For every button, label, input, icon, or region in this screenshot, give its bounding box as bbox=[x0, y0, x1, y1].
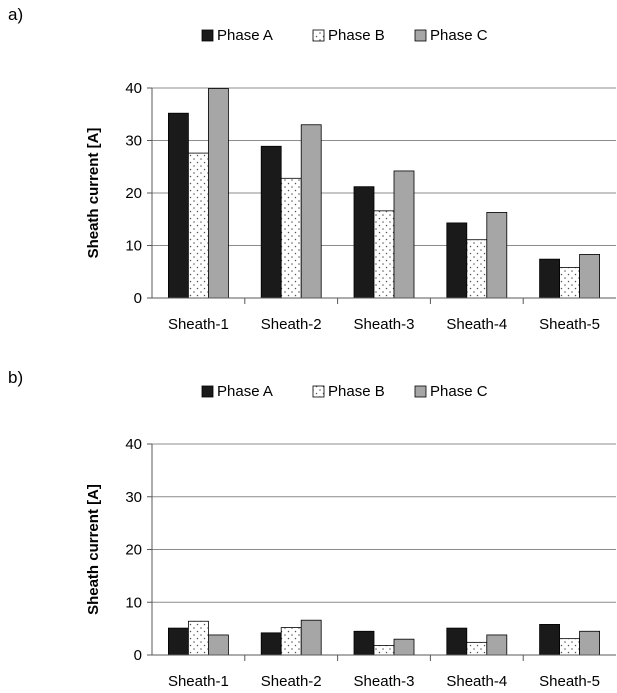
bar-phase-b-sheath-5 bbox=[559, 267, 580, 299]
legend-label-phase-a: Phase A bbox=[217, 27, 273, 44]
y-tick-label: 10 bbox=[125, 238, 142, 255]
bar-phase-b-sheath-4 bbox=[466, 239, 488, 299]
panel-label: a) bbox=[8, 5, 23, 24]
legend-label-phase-a: Phase A bbox=[217, 383, 273, 400]
y-tick-label: 20 bbox=[125, 185, 142, 202]
legend-swatch-phase-b bbox=[312, 385, 325, 398]
chart-panel-b: b) Phase A Phase B Phase C 0 10 20 30 40 Sheath-1… bbox=[8, 368, 616, 690]
legend-swatch-phase-c bbox=[414, 385, 427, 398]
bar-phase-c-sheath-1 bbox=[207, 88, 229, 299]
bar-phase-a-sheath-5 bbox=[539, 624, 560, 656]
x-tick-label: Sheath-3 bbox=[354, 673, 415, 690]
bar-phase-b-sheath-2 bbox=[280, 177, 302, 299]
chart-panel-a: a) Phase A Phase B Phase C 0 10 20 30 40 Sheath-1… bbox=[8, 5, 616, 333]
bar-phase-a-sheath-1 bbox=[167, 627, 189, 656]
bar-phase-c-sheath-5 bbox=[579, 254, 600, 299]
bar-phase-a-sheath-2 bbox=[260, 632, 282, 656]
bar-phase-a-sheath-4 bbox=[446, 222, 468, 299]
legend: Phase A Phase B Phase C bbox=[201, 383, 488, 400]
bar-phase-a-sheath-3 bbox=[353, 630, 375, 656]
y-tick-label: 30 bbox=[125, 489, 142, 506]
bar-phase-b-sheath-4 bbox=[466, 641, 488, 656]
x-tick-label: Sheath-2 bbox=[261, 316, 322, 333]
bar-phase-b-sheath-2 bbox=[280, 627, 302, 656]
y-tick-label: 0 bbox=[134, 647, 142, 664]
legend-swatch-phase-c bbox=[414, 29, 427, 42]
bar-phase-a-sheath-4 bbox=[446, 627, 468, 656]
bar-phase-b-sheath-3 bbox=[373, 210, 395, 299]
y-tick-label: 30 bbox=[125, 133, 142, 150]
x-tick-label: Sheath-3 bbox=[354, 316, 415, 333]
bar-phase-c-sheath-4 bbox=[486, 212, 508, 299]
bar-phase-b-sheath-3 bbox=[373, 645, 395, 656]
legend-swatch-phase-a bbox=[201, 29, 214, 42]
bar-phase-a-sheath-2 bbox=[260, 145, 282, 299]
y-tick-label: 40 bbox=[125, 80, 142, 97]
y-tick-label: 10 bbox=[125, 594, 142, 611]
legend: Phase A Phase B Phase C bbox=[201, 27, 488, 44]
legend-label-phase-c: Phase C bbox=[430, 27, 488, 44]
bar-phase-b-sheath-1 bbox=[187, 620, 209, 656]
bar-phase-a-sheath-3 bbox=[353, 186, 375, 299]
panel-label: b) bbox=[8, 368, 23, 387]
bar-phase-c-sheath-4 bbox=[486, 634, 508, 656]
legend-label-phase-b: Phase B bbox=[328, 27, 385, 44]
x-tick-label: Sheath-1 bbox=[168, 316, 229, 333]
y-tick-label: 0 bbox=[134, 290, 142, 307]
legend-swatch-phase-a bbox=[201, 385, 214, 398]
bar-phase-c-sheath-1 bbox=[207, 634, 229, 656]
x-tick-label: Sheath-4 bbox=[446, 316, 507, 333]
x-tick-label: Sheath-4 bbox=[446, 673, 507, 690]
x-tick-label: Sheath-2 bbox=[261, 673, 322, 690]
bar-phase-c-sheath-2 bbox=[300, 619, 322, 656]
bar-phase-c-sheath-3 bbox=[393, 170, 415, 299]
bar-phase-c-sheath-5 bbox=[579, 630, 600, 656]
bar-phase-c-sheath-3 bbox=[393, 638, 415, 656]
bar-phase-b-sheath-5 bbox=[559, 638, 580, 656]
legend-label-phase-b: Phase B bbox=[328, 383, 385, 400]
y-axis-title: Sheath current [A] bbox=[85, 484, 102, 615]
bar-phase-b-sheath-1 bbox=[187, 152, 209, 299]
y-tick-label: 40 bbox=[125, 436, 142, 453]
bar-phase-a-sheath-5 bbox=[539, 258, 560, 299]
x-tick-label: Sheath-5 bbox=[539, 316, 600, 333]
legend-swatch-phase-b bbox=[312, 29, 325, 42]
bar-phase-a-sheath-1 bbox=[167, 112, 189, 299]
bar-phase-c-sheath-2 bbox=[300, 124, 322, 299]
y-tick-label: 20 bbox=[125, 542, 142, 559]
y-axis-title: Sheath current [A] bbox=[85, 128, 102, 259]
x-tick-label: Sheath-1 bbox=[168, 673, 229, 690]
legend-label-phase-c: Phase C bbox=[430, 383, 488, 400]
x-tick-label: Sheath-5 bbox=[539, 673, 600, 690]
